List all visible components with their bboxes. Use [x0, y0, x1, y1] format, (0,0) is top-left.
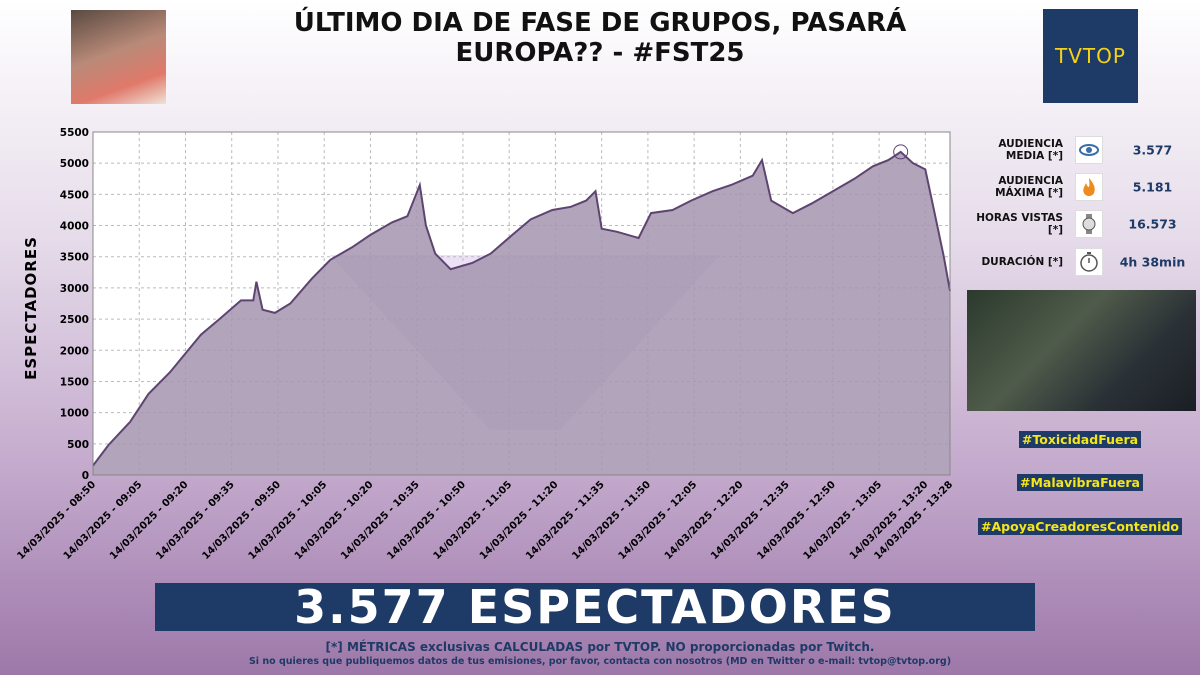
- hashtag: #ApoyaCreadoresContenido: [960, 516, 1200, 535]
- x-tick-label: 14/03/2025 - 12:05: [617, 479, 700, 562]
- y-tick-label: 500: [67, 439, 89, 451]
- x-tick-label: 14/03/2025 - 09:20: [108, 479, 191, 562]
- plot-border: [92, 131, 951, 476]
- x-tick-label: 14/03/2025 - 11:20: [478, 479, 561, 562]
- title: ÚLTIMO DIA DE FASE DE GRUPOS, PASARÁ EUR…: [293, 8, 907, 68]
- x-tick-label: 14/03/2025 - 11:05: [432, 479, 515, 562]
- hashtag-text: #ApoyaCreadoresContenido: [978, 518, 1182, 535]
- y-tick-label: 3000: [60, 283, 89, 295]
- hashtag-text: #ToxicidadFuera: [1018, 431, 1142, 448]
- y-tick-label: 0: [82, 470, 89, 482]
- hashtag: #ToxicidadFuera: [960, 429, 1200, 448]
- footer-note: [*] MÉTRICAS exclusivas CALCULADAS por T…: [325, 640, 875, 654]
- stat-value: 16.573: [1128, 216, 1177, 232]
- y-tick-label: 3500: [60, 252, 89, 264]
- stat-label: AUDIENCIA MÁXIMA [*]: [995, 175, 1063, 199]
- icon: [1075, 248, 1103, 276]
- chart: ESPECTADORES 0 500 1000 1500 2000 2500 3000 350…: [15, 127, 955, 562]
- y-tick-label: 4000: [60, 221, 89, 233]
- x-tick-label: 14/03/2025 - 13:05: [802, 479, 885, 562]
- x-tick-label: 14/03/2025 - 09:05: [62, 479, 145, 562]
- stat-value: 5.181: [1132, 179, 1173, 195]
- icon: [1075, 173, 1103, 201]
- y-tick-label: 1500: [60, 376, 89, 388]
- x-tick-label: 14/03/2025 - 12:50: [755, 479, 838, 562]
- avatar: [71, 10, 166, 104]
- x-tick-label: 14/03/2025 - 10:50: [385, 479, 468, 562]
- x-tick-label: 14/03/2025 - 09:50: [200, 479, 283, 562]
- line: [92, 150, 951, 467]
- x-tick-label: 14/03/2025 - 11:35: [524, 479, 607, 562]
- x-tick-label: 14/03/2025 - 10:05: [247, 479, 330, 562]
- stream-thumbnail: [967, 290, 1196, 411]
- y-tick-label: 5000: [60, 158, 89, 170]
- banner: 3.577 ESPECTADORES: [155, 583, 1035, 631]
- y-tick-label: 5500: [60, 127, 89, 139]
- icon: [1075, 136, 1103, 164]
- y-tick-label: 4500: [60, 189, 89, 201]
- hashtag: #MalavibraFuera: [960, 472, 1200, 491]
- stat-label: DURACIÓN [*]: [981, 256, 1063, 268]
- footer-note: Si no quieres que publiquemos datos de t…: [248, 656, 952, 667]
- x-tick-label: 14/03/2025 - 12:35: [709, 479, 792, 562]
- stat-label: HORAS VISTAS [*]: [976, 212, 1063, 236]
- stat-label: AUDIENCIA MEDIA [*]: [998, 138, 1063, 162]
- y-tick-label: 2000: [60, 345, 89, 357]
- logo: TVTOP: [1043, 9, 1138, 103]
- y-tick-label: 1000: [60, 408, 89, 420]
- x-tick-label: 14/03/2025 - 11:50: [570, 479, 653, 562]
- x-tick-label: 14/03/2025 - 12:20: [663, 479, 746, 562]
- stat-value: 4h 38min: [1119, 254, 1186, 270]
- stat: DURACIÓN [*] 4h 38min: [965, 245, 1195, 279]
- stat: HORAS VISTAS [*] 16.573: [965, 207, 1195, 241]
- x-tick-label: 14/03/2025 - 10:20: [293, 479, 376, 562]
- hashtag-text: #MalavibraFuera: [1017, 474, 1143, 491]
- stat: AUDIENCIA MEDIA [*] 3.577: [965, 133, 1195, 167]
- icon: [1075, 210, 1103, 238]
- stat: AUDIENCIA MÁXIMA [*] 5.181: [965, 170, 1195, 204]
- x-tick-label: 14/03/2025 - 09:35: [154, 479, 237, 562]
- y-axis-label: ESPECTADORES: [22, 236, 40, 380]
- peak-marker: [893, 144, 909, 160]
- x-tick-label: 14/03/2025 - 10:35: [339, 479, 422, 562]
- y-tick-label: 2500: [60, 314, 89, 326]
- area: [93, 151, 950, 475]
- stat-value: 3.577: [1132, 142, 1173, 158]
- x-tick-label: 14/03/2025 - 08:50: [15, 479, 98, 562]
